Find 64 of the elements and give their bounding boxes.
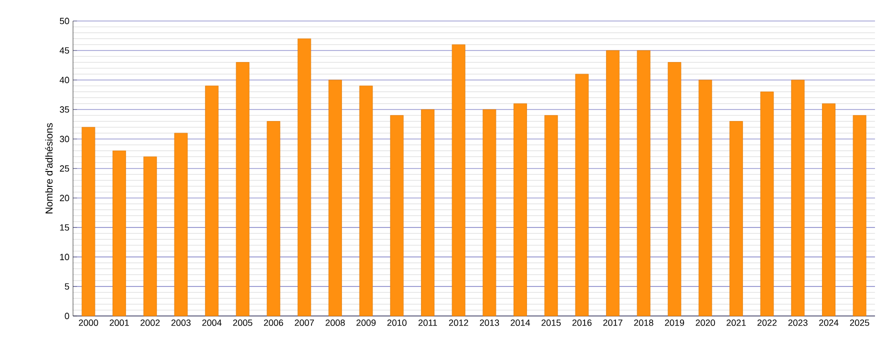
y-tick-label: 5 [64, 283, 70, 290]
bar [514, 103, 527, 316]
x-tick-label: 2004 [202, 320, 222, 326]
bar [82, 126, 96, 316]
bar [822, 103, 836, 316]
x-tick-label: 2021 [726, 320, 746, 326]
y-tick-label: 40 [60, 76, 70, 84]
y-tick-label: 20 [60, 194, 70, 202]
x-tick-label: 2005 [233, 320, 252, 326]
bar [205, 86, 219, 316]
bar [359, 86, 373, 316]
y-tick-label: 35 [60, 106, 70, 113]
x-tick-label: 2003 [171, 320, 191, 326]
x-tick-label: 2023 [788, 320, 808, 326]
bar [698, 80, 712, 316]
x-tick-label: 2001 [110, 320, 129, 326]
bar [482, 109, 496, 316]
y-tick-label: 10 [60, 254, 70, 260]
x-tick-label: 2017 [603, 320, 622, 326]
bar [421, 109, 434, 316]
x-tick-label: 2025 [850, 320, 870, 326]
x-tick-label: 2015 [542, 320, 561, 326]
x-tick-label: 2012 [449, 320, 468, 326]
bar [729, 121, 743, 316]
y-axis-title: Nombre d'adhésions [45, 123, 53, 214]
bar [544, 115, 558, 316]
bar [636, 50, 650, 316]
y-tick-label: 45 [60, 47, 70, 54]
x-tick-label: 2002 [140, 320, 160, 326]
bar [452, 44, 466, 316]
bar [143, 156, 157, 316]
y-tick-label: 15 [60, 224, 70, 231]
bar [575, 74, 589, 316]
y-tick-label: 25 [60, 165, 70, 172]
x-tick-label: 2009 [356, 320, 376, 326]
y-tick-label: 50 [60, 18, 70, 24]
x-tick-label: 2019 [664, 320, 684, 326]
x-tick-label: 2014 [510, 320, 530, 326]
x-tick-label: 2016 [572, 320, 592, 326]
x-tick-label: 2010 [387, 320, 407, 326]
x-tick-label: 2024 [819, 320, 838, 326]
bar [112, 150, 126, 316]
x-tick-label: 2018 [634, 320, 654, 326]
x-tick-label: 2000 [78, 320, 98, 326]
x-tick-label: 2011 [418, 320, 437, 326]
bar [760, 92, 774, 316]
y-tick-label: 0 [64, 312, 70, 320]
bar [852, 115, 866, 316]
bar [236, 62, 250, 316]
bar [606, 50, 620, 316]
x-tick-label: 2020 [696, 320, 716, 326]
bar [791, 80, 805, 316]
bar [390, 115, 404, 316]
x-tick-label: 2007 [294, 320, 314, 326]
bar [668, 62, 682, 316]
bar [298, 38, 312, 316]
y-tick-label: 30 [60, 136, 70, 142]
bar [328, 80, 342, 316]
bar [266, 121, 280, 316]
x-tick-label: 2013 [480, 320, 500, 326]
x-tick-label: 2006 [264, 320, 284, 326]
bar [174, 132, 188, 316]
x-tick-label: 2008 [326, 320, 345, 326]
x-tick-label: 2022 [757, 320, 777, 326]
